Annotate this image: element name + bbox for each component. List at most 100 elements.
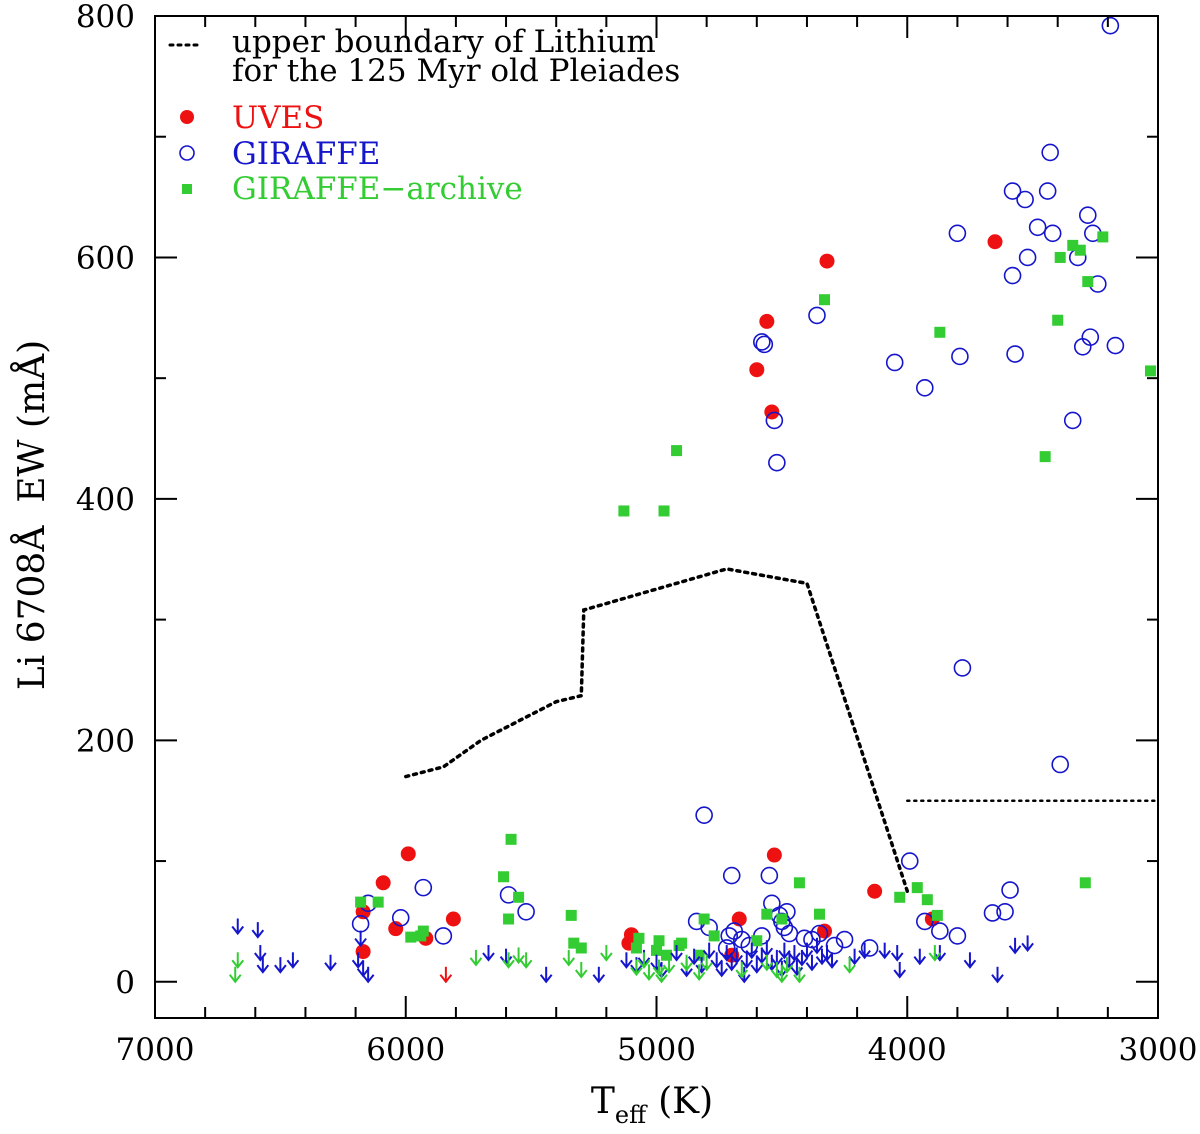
legend-boundary-label-2: for the 125 Myr old Pleiades bbox=[232, 53, 680, 89]
archive-point bbox=[671, 445, 683, 457]
legend-boundary-label: upper boundary of Lithium bbox=[232, 24, 656, 60]
giraffe-point bbox=[835, 930, 854, 949]
giraffe-point bbox=[765, 411, 784, 430]
arrow-head bbox=[231, 959, 245, 969]
arrow-head bbox=[680, 968, 693, 978]
archive-point bbox=[693, 949, 705, 961]
arrow-head bbox=[735, 969, 749, 979]
arrow-head bbox=[1008, 945, 1022, 955]
arrow-head bbox=[228, 974, 242, 984]
legend-giraffe-marker bbox=[179, 145, 195, 161]
uves-point bbox=[375, 875, 391, 891]
archive-point bbox=[921, 894, 933, 906]
arrow-head bbox=[790, 966, 804, 977]
upper-limit-arrow bbox=[740, 952, 754, 969]
arrow-head bbox=[324, 962, 337, 972]
x-tick-label: 7000 bbox=[116, 1032, 195, 1068]
arrow-head bbox=[737, 974, 751, 984]
legend-archive-marker bbox=[182, 184, 192, 194]
arrow-head bbox=[562, 957, 576, 967]
arrow-head bbox=[928, 952, 942, 962]
giraffe-point bbox=[1081, 328, 1100, 346]
legend-archive-label: GIRAFFE−archive bbox=[232, 171, 523, 207]
archive-point bbox=[1054, 251, 1066, 263]
arrow-head bbox=[730, 954, 744, 965]
upper-limit-arrow bbox=[600, 945, 613, 962]
arrow-head bbox=[788, 952, 801, 962]
giraffe-point bbox=[1006, 345, 1024, 363]
upper-limit-arrow bbox=[750, 957, 764, 974]
giraffe-point bbox=[996, 902, 1014, 921]
arrow-head bbox=[810, 945, 824, 955]
archive-point bbox=[1144, 365, 1156, 377]
giraffe-point bbox=[931, 922, 949, 940]
arrow-head bbox=[642, 971, 656, 981]
uves-point bbox=[445, 911, 461, 927]
arrow-head bbox=[482, 952, 495, 962]
arrow-head bbox=[760, 962, 774, 972]
upper-limit-arrow bbox=[793, 966, 806, 984]
arrow-head bbox=[775, 974, 789, 984]
giraffe-point bbox=[1003, 266, 1022, 285]
arrow-head bbox=[720, 952, 733, 962]
archive-point bbox=[565, 909, 577, 921]
giraffe-point bbox=[391, 908, 410, 927]
giraffe-point bbox=[414, 878, 433, 897]
upper-limit-arrow bbox=[680, 954, 693, 972]
upper-limit-arrow bbox=[274, 957, 287, 974]
y-axis-title: Li 6708Å EW (mÅ) bbox=[11, 340, 53, 690]
upper-limit-arrow bbox=[502, 952, 515, 969]
upper-limit-arrow bbox=[715, 960, 728, 978]
upper-limit-arrow bbox=[231, 952, 245, 969]
arrow-head bbox=[574, 969, 588, 979]
arrow-head bbox=[715, 968, 728, 978]
archive-point bbox=[1082, 276, 1094, 288]
arrow-head bbox=[750, 964, 764, 974]
upper-limit-arrow bbox=[630, 959, 643, 977]
archive-point bbox=[1097, 231, 1109, 243]
arrow-head bbox=[251, 929, 265, 939]
upper-limit-arrow bbox=[356, 960, 370, 978]
giraffe-point bbox=[916, 379, 934, 397]
archive-point bbox=[1039, 451, 1051, 463]
arrow-head bbox=[361, 974, 375, 984]
arrow-head bbox=[890, 952, 904, 962]
upper-limit-arrow bbox=[702, 942, 716, 960]
archive-point bbox=[911, 882, 923, 894]
upper-limit-arrow bbox=[893, 961, 907, 979]
uves-point bbox=[355, 944, 371, 960]
upper-limit-arrow bbox=[963, 952, 977, 969]
upper-limit-arrow bbox=[735, 961, 749, 979]
giraffe-point bbox=[1028, 218, 1047, 237]
y-tick-label: 800 bbox=[76, 0, 135, 35]
archive-point bbox=[575, 942, 587, 954]
upper-limit-arrow bbox=[642, 964, 656, 981]
upper-limit-arrow bbox=[354, 930, 367, 948]
upper-limit-arrow bbox=[650, 954, 663, 972]
arrow-head bbox=[600, 952, 613, 962]
archive-point bbox=[633, 932, 645, 944]
arrow-head bbox=[700, 962, 713, 972]
giraffe-point bbox=[695, 806, 713, 824]
y-tick-label: 400 bbox=[76, 482, 135, 518]
x-tick-label: 3000 bbox=[1119, 1032, 1198, 1068]
arrow-head bbox=[274, 964, 287, 974]
upper-limit-arrow bbox=[469, 949, 483, 967]
archive-point bbox=[751, 935, 763, 947]
upper-limit-arrow bbox=[800, 942, 814, 960]
giraffe-point bbox=[1018, 248, 1037, 267]
uves-point bbox=[819, 253, 835, 269]
upper-limit-arrow bbox=[843, 957, 856, 974]
arrow-head bbox=[620, 959, 633, 969]
upper-limit-arrow bbox=[687, 948, 701, 966]
archive-point bbox=[1079, 877, 1091, 889]
arrow-head bbox=[439, 974, 453, 984]
archive-point bbox=[931, 909, 943, 921]
upper-limit-arrow bbox=[574, 961, 588, 979]
upper-limit-arrow bbox=[692, 964, 706, 981]
giraffe-point bbox=[1043, 224, 1062, 243]
arrow-head bbox=[670, 952, 683, 962]
y-tick-label: 600 bbox=[76, 240, 135, 276]
arrow-head bbox=[793, 974, 806, 984]
